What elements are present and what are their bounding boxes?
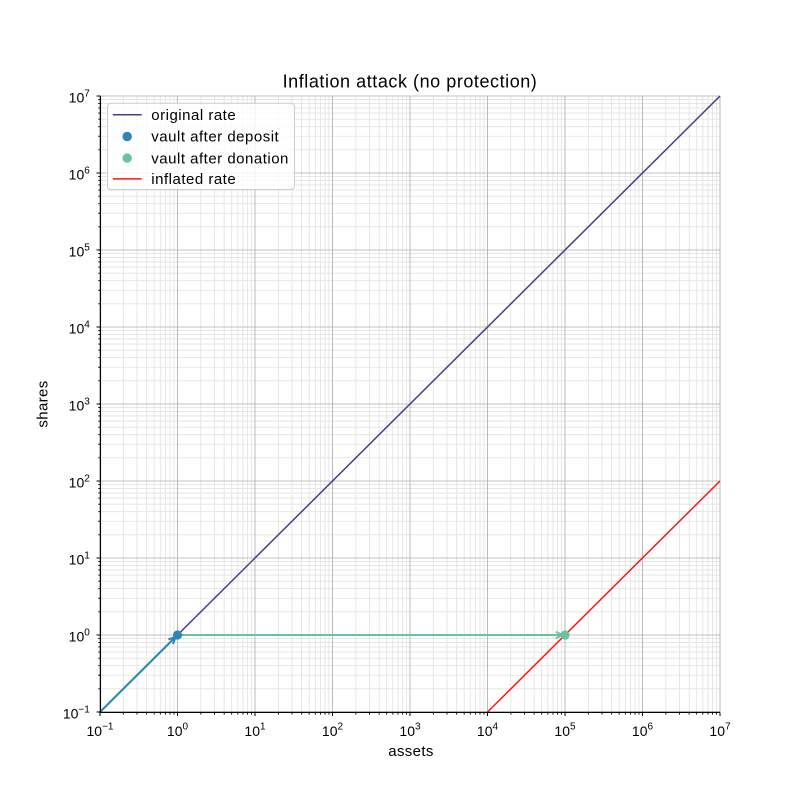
- svg-text:assets: assets: [388, 743, 433, 760]
- svg-text:original rate: original rate: [151, 107, 236, 124]
- svg-text:Inflation attack (no protectio: Inflation attack (no protection): [283, 72, 538, 92]
- svg-text:shares: shares: [35, 380, 52, 427]
- svg-text:vault after deposit: vault after deposit: [151, 129, 279, 146]
- svg-text:inflated rate: inflated rate: [151, 171, 236, 188]
- svg-text:vault after donation: vault after donation: [151, 150, 289, 167]
